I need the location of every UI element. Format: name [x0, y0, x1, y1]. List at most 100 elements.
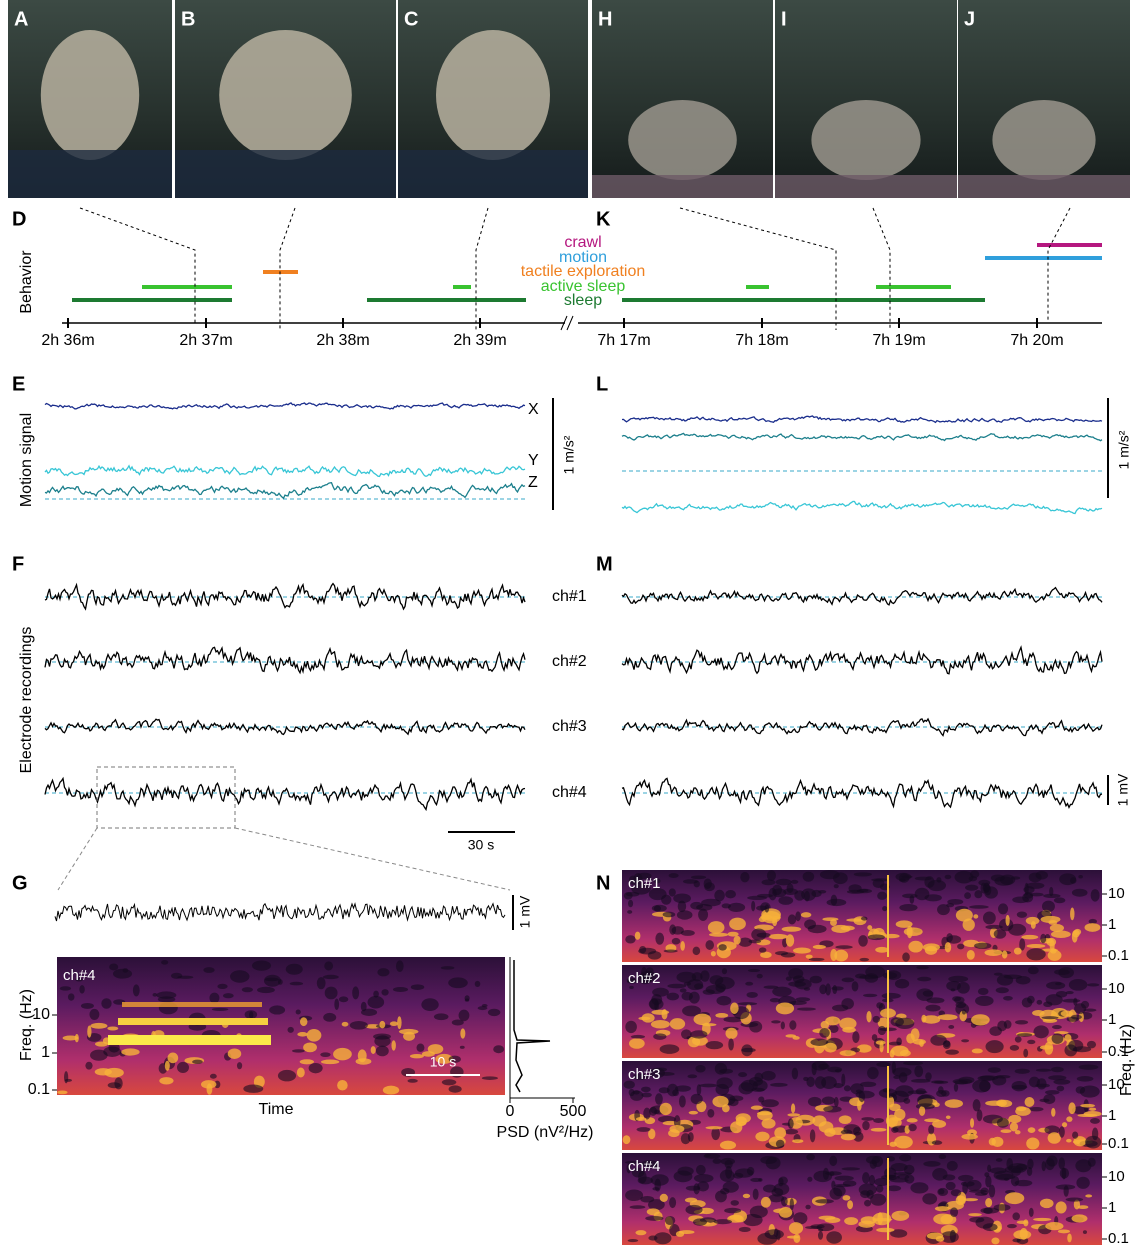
spectral-blob [910, 1182, 928, 1193]
spectral-blob [950, 1207, 958, 1217]
trace [622, 647, 1102, 674]
spectral-blob [724, 1208, 741, 1214]
spectral-blob [1077, 1076, 1094, 1082]
spectral-blob [325, 987, 338, 1000]
spectral-blob [87, 1025, 91, 1037]
spectral-blob [983, 912, 996, 925]
spectral-blob [482, 1076, 498, 1080]
spectral-blob [680, 988, 687, 992]
spectral-blob [1085, 1194, 1092, 1197]
spectral-blob [805, 1226, 822, 1229]
tick-label: 10 [1108, 980, 1125, 997]
spectral-blob [983, 1223, 998, 1231]
spectral-blob [894, 1136, 913, 1149]
spectral-blob [994, 876, 1013, 885]
spectral-blob [969, 1217, 984, 1223]
spectral-blob [832, 1005, 848, 1012]
panel-label: H [598, 8, 612, 30]
spectral-blob [1052, 1033, 1064, 1044]
spectral-blob [681, 930, 695, 936]
spectral-blob [1002, 951, 1008, 959]
tick-label: 0 [506, 1103, 515, 1120]
spectral-blob [1011, 876, 1020, 879]
spectral-blob [781, 952, 795, 957]
spectral-blob [1045, 1222, 1063, 1230]
spectral-blob [827, 1067, 842, 1073]
spectral-blob [725, 1028, 737, 1039]
spectral-blob [1067, 1233, 1072, 1242]
axis-label: Freq. (Hz) [18, 989, 35, 1061]
spectral-blob [1090, 1118, 1100, 1124]
spectral-blob [978, 988, 989, 995]
spectral-blob [911, 1079, 931, 1083]
spectral-blob [793, 948, 811, 954]
spectral-blob [829, 1156, 837, 1166]
spectral-blob [983, 1208, 993, 1214]
spectral-blob [685, 1198, 697, 1203]
scale-label: 30 s [468, 837, 494, 853]
spectral-blob [441, 966, 455, 970]
spectral-blob [862, 1172, 870, 1183]
spectral-blob [794, 979, 811, 989]
spectral-blob [791, 1103, 795, 1113]
spectral-blob [449, 1085, 462, 1092]
spectral-blob [342, 1022, 349, 1027]
spectral-blob [252, 960, 271, 970]
spectral-blob [972, 1048, 983, 1053]
spectral-blob [669, 924, 676, 934]
trace [55, 904, 505, 921]
spectral-blob [171, 973, 182, 979]
spectral-blob [1076, 1086, 1086, 1093]
spectral-blob [628, 1239, 639, 1242]
spectral-blob [791, 880, 799, 884]
spectral-blob [892, 1062, 896, 1073]
spectral-blob [625, 1021, 637, 1033]
spectral-blob [937, 1188, 948, 1196]
spectral-blob [636, 1117, 646, 1121]
spectral-blob [945, 942, 951, 952]
spectral-blob [992, 1076, 1006, 1086]
spectral-blob [648, 951, 662, 960]
spectral-blob [755, 1132, 769, 1142]
spectral-blob [1087, 983, 1099, 986]
spectral-blob [922, 1193, 937, 1204]
axis-label: Freq. (Hz) [1118, 1024, 1135, 1096]
spectral-blob [850, 1083, 864, 1094]
spectral-blob [1040, 934, 1046, 944]
spectral-blob [919, 1106, 925, 1116]
spectral-blob [681, 1029, 692, 1039]
tick-label: 10 [1108, 885, 1125, 902]
tick-label: 0.1 [1108, 1135, 1129, 1152]
tick-label: 2h 38m [316, 332, 369, 349]
spectral-blob [706, 985, 725, 994]
spectral-blob [68, 993, 75, 1000]
spectral-blob [783, 888, 798, 895]
spectral-blob [201, 1080, 216, 1088]
axis-label: Behavior [18, 250, 35, 314]
spectral-blob [1064, 1044, 1077, 1056]
panel-label: D [12, 208, 26, 230]
rock [398, 150, 588, 198]
panel-label: G [12, 872, 28, 894]
axis-label: Time [259, 1101, 294, 1118]
spectral-blob [715, 1013, 728, 1018]
spectral-blob [1072, 930, 1080, 938]
spectral-blob [1016, 976, 1031, 984]
panel-label: M [596, 553, 613, 575]
scale-label: 1 m/s² [561, 435, 577, 474]
trace [622, 588, 1102, 605]
tick-label: 0.1 [1108, 1230, 1129, 1247]
spectral-blob [774, 1183, 790, 1195]
spectral-blob [720, 1141, 736, 1150]
band [122, 1002, 262, 1007]
spectral-blob [1083, 1009, 1096, 1012]
spectral-blob [797, 1007, 816, 1010]
spectral-blob [852, 981, 859, 991]
spectral-blob [774, 1127, 786, 1138]
spectral-blob [488, 1009, 500, 1016]
spectral-blob [1083, 1230, 1087, 1234]
spectral-blob [896, 920, 913, 928]
spectral-blob [1084, 1111, 1102, 1117]
spectral-blob [672, 938, 680, 945]
spectral-blob [862, 1121, 869, 1130]
